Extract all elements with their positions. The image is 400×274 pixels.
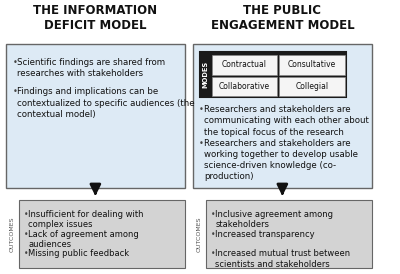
Text: •: • xyxy=(210,210,215,219)
Text: OUTCOMES: OUTCOMES xyxy=(197,216,202,252)
Text: Researchers and stakeholders are
working together to develop usable
science-driv: Researchers and stakeholders are working… xyxy=(204,139,358,181)
Text: Consultative: Consultative xyxy=(288,60,336,69)
Text: •: • xyxy=(199,139,204,148)
Bar xyxy=(193,44,372,188)
Bar xyxy=(279,76,345,96)
Bar xyxy=(206,200,372,268)
Text: THE PUBLIC
ENGAGEMENT MODEL: THE PUBLIC ENGAGEMENT MODEL xyxy=(210,4,354,33)
Text: Contractual: Contractual xyxy=(222,60,267,69)
Text: •: • xyxy=(12,58,17,67)
Text: Inclusive agreement among
stakeholders: Inclusive agreement among stakeholders xyxy=(215,210,333,229)
Text: Increased mutual trust between
scientists and stakeholders: Increased mutual trust between scientist… xyxy=(215,249,350,269)
Text: Lack of agreement among
audiences: Lack of agreement among audiences xyxy=(28,230,139,249)
Text: •: • xyxy=(24,230,28,239)
Bar xyxy=(279,55,345,75)
Text: Insufficient for dealing with
complex issues: Insufficient for dealing with complex is… xyxy=(28,210,144,229)
Bar xyxy=(212,76,277,96)
Text: Collaborative: Collaborative xyxy=(219,82,270,91)
Bar xyxy=(19,200,185,268)
Bar xyxy=(200,52,346,97)
Text: Collegial: Collegial xyxy=(295,82,328,91)
Bar xyxy=(212,55,277,75)
Text: Scientific findings are shared from
researches with stakeholders: Scientific findings are shared from rese… xyxy=(17,58,165,78)
Text: OUTCOMES: OUTCOMES xyxy=(10,216,15,252)
Text: •: • xyxy=(24,249,28,258)
Text: Missing public feedback: Missing public feedback xyxy=(28,249,130,258)
Text: THE INFORMATION
DEFICIT MODEL: THE INFORMATION DEFICIT MODEL xyxy=(33,4,158,33)
Text: •: • xyxy=(199,105,204,114)
Text: Increased transparency: Increased transparency xyxy=(215,230,315,239)
Bar xyxy=(6,44,185,188)
Text: MODES: MODES xyxy=(202,61,208,88)
Text: •: • xyxy=(24,210,28,219)
Text: •: • xyxy=(210,230,215,239)
Text: •: • xyxy=(12,87,17,96)
Text: Findings and implications can be
contextualized to specific audiences (the
conte: Findings and implications can be context… xyxy=(17,87,195,119)
Text: Researchers and stakeholders are
communicating with each other about
the topical: Researchers and stakeholders are communi… xyxy=(204,105,369,136)
Text: •: • xyxy=(210,249,215,258)
